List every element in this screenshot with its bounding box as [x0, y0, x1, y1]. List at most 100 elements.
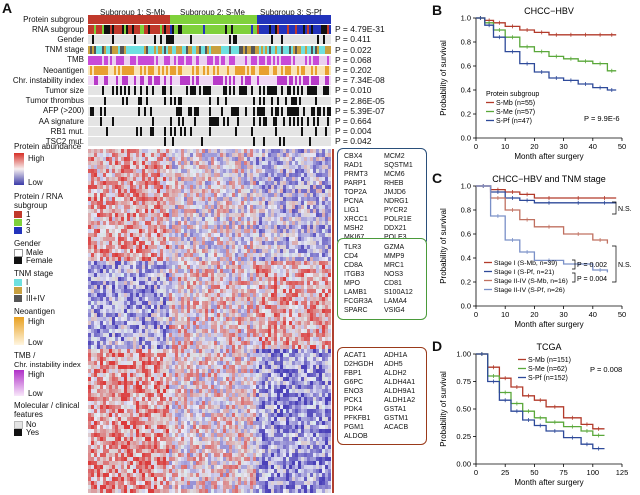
heatmap-cell	[247, 225, 251, 230]
heatmap-cell	[307, 377, 311, 382]
heatmap-cell	[262, 205, 266, 210]
heatmap-cell	[289, 277, 293, 282]
heatmap-cell	[253, 229, 257, 234]
heatmap-cell	[280, 269, 284, 274]
heatmap-cell	[193, 265, 197, 270]
heatmap-cell	[211, 297, 215, 302]
heatmap-cell	[256, 173, 260, 178]
heatmap-cell	[265, 205, 269, 210]
heatmap-cell	[286, 161, 290, 166]
heatmap-cell	[97, 349, 101, 354]
heatmap-cell	[268, 289, 272, 294]
heatmap-cell	[271, 149, 275, 154]
heatmap-cell	[220, 369, 224, 374]
heatmap-cell	[139, 245, 143, 250]
heatmap-cell	[196, 165, 200, 170]
heatmap-cell	[88, 241, 92, 246]
heatmap-cell	[163, 185, 167, 190]
heatmap-cell	[97, 381, 101, 386]
heatmap-cell	[145, 293, 149, 298]
heatmap-cell	[250, 241, 254, 246]
heatmap-cell	[265, 189, 269, 194]
heatmap-cell	[256, 269, 260, 274]
heatmap-cell	[238, 361, 242, 366]
heatmap-cell	[322, 305, 326, 310]
heatmap-cell	[163, 345, 167, 350]
heatmap-cell	[124, 385, 128, 390]
heatmap-cell	[247, 201, 251, 206]
heatmap-cell	[271, 381, 275, 386]
heatmap-cell	[157, 365, 161, 370]
heatmap-cell	[142, 229, 146, 234]
heatmap-cell	[265, 229, 269, 234]
heatmap-cell	[142, 329, 146, 334]
heatmap-cell	[196, 357, 200, 362]
heatmap-cell	[229, 261, 233, 266]
heatmap-cell	[217, 317, 221, 322]
heatmap-cell	[235, 161, 239, 166]
heatmap-cell	[196, 157, 200, 162]
heatmap-cell	[253, 381, 257, 386]
heatmap-cell	[139, 297, 143, 302]
heatmap-cell	[253, 257, 257, 262]
heatmap-cell	[241, 389, 245, 394]
heatmap-cell	[310, 381, 314, 386]
heatmap-cell	[187, 257, 191, 262]
heatmap-cell	[112, 301, 116, 306]
heatmap-cell	[235, 377, 239, 382]
heatmap-cell	[94, 249, 98, 254]
heatmap-cell	[304, 173, 308, 178]
heatmap-cell	[187, 329, 191, 334]
heatmap-cell	[256, 277, 260, 282]
heatmap-cell	[328, 309, 331, 314]
heatmap-cell	[163, 209, 167, 214]
heatmap-cell	[166, 265, 170, 270]
heatmap-cell	[304, 265, 308, 270]
heatmap-cell	[103, 233, 107, 238]
heatmap-cell	[220, 353, 224, 358]
heatmap-cell	[328, 165, 331, 170]
heatmap-cell	[133, 273, 137, 278]
heatmap-cell	[274, 337, 278, 342]
heatmap-cell	[97, 321, 101, 326]
heatmap-cell	[121, 357, 125, 362]
heatmap-cell	[244, 373, 248, 378]
heatmap-cell	[280, 377, 284, 382]
heatmap-cell	[118, 341, 122, 346]
heatmap-cell	[169, 165, 173, 170]
heatmap-cell	[217, 389, 221, 394]
heatmap-cell	[190, 353, 194, 358]
heatmap-cell	[301, 245, 305, 250]
heatmap-cell	[94, 301, 98, 306]
heatmap-cell	[157, 261, 161, 266]
heatmap-cell	[109, 289, 113, 294]
heatmap-cell	[154, 177, 158, 182]
heatmap-cell	[145, 161, 149, 166]
heatmap-cell	[244, 381, 248, 386]
heatmap-cell	[277, 317, 281, 322]
heatmap-cell	[124, 237, 128, 242]
heatmap-cell	[109, 153, 113, 158]
heatmap-cell	[139, 381, 143, 386]
heatmap-cell	[244, 269, 248, 274]
heatmap-cell	[157, 241, 161, 246]
heatmap-cell	[142, 253, 146, 258]
heatmap-cell	[109, 349, 113, 354]
heatmap-cell	[310, 341, 314, 346]
heatmap-cell	[202, 205, 206, 210]
heatmap-cell	[271, 353, 275, 358]
heatmap-cell	[100, 153, 104, 158]
heatmap-cell	[148, 237, 152, 242]
heatmap-cell	[241, 265, 245, 270]
heatmap-cell	[217, 253, 221, 258]
heatmap-cell	[193, 321, 197, 326]
heatmap-cell	[325, 205, 329, 210]
heatmap-cell	[274, 257, 278, 262]
heatmap-cell	[328, 185, 331, 190]
heatmap-cell	[100, 177, 104, 182]
heatmap-cell	[211, 273, 215, 278]
heatmap-cell	[160, 385, 164, 390]
heatmap-cell	[118, 381, 122, 386]
heatmap-cell	[268, 189, 272, 194]
heatmap-cell	[211, 161, 215, 166]
